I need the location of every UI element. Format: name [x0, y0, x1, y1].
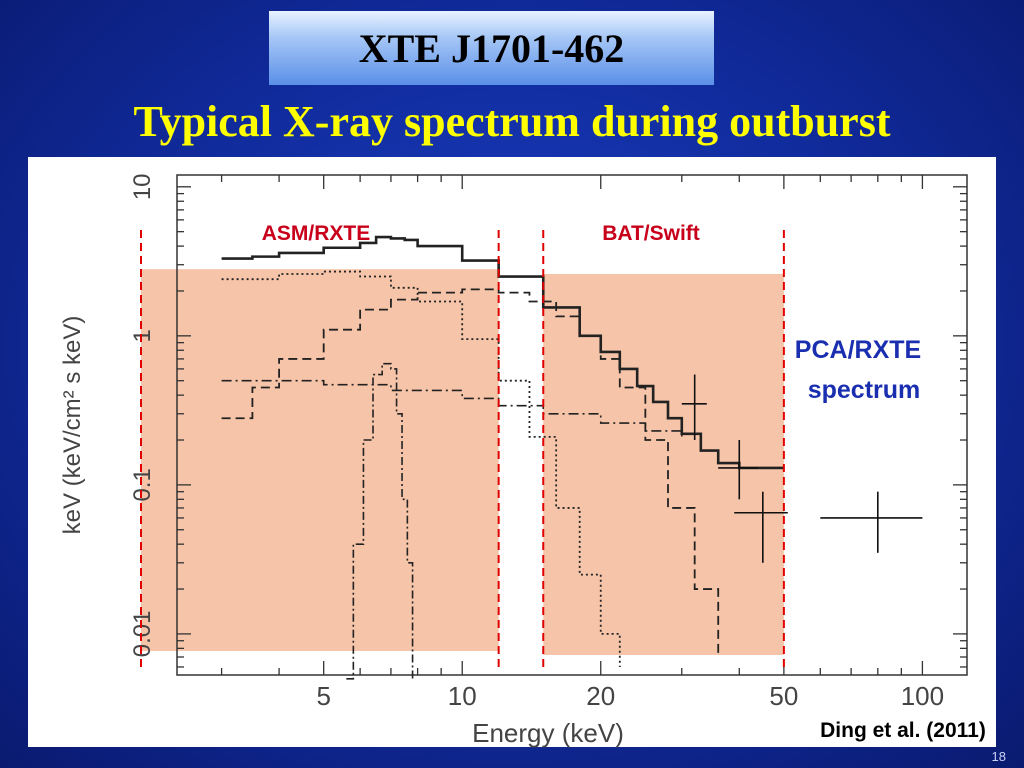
title-box: XTE J1701-462 [269, 11, 714, 85]
x-tick-label: 50 [769, 681, 798, 711]
x-tick-label: 5 [316, 681, 330, 711]
citation-bg [819, 713, 987, 743]
page-number: 18 [991, 749, 1006, 764]
x-tick-label: 100 [901, 681, 944, 711]
y-tick-label: 0.01 [129, 611, 156, 658]
series-line-component [346, 362, 414, 680]
band-shade-2 [543, 273, 784, 655]
citation: Ding et al. (2011) [820, 719, 986, 742]
y-tick-label: 10 [129, 173, 156, 200]
y-axis-label: keV (keV/cm² s keV) [59, 316, 86, 535]
band-label-bat: BAT/Swift [602, 222, 700, 245]
x-axis-label: Energy (keV) [472, 718, 624, 748]
slide-title: XTE J1701-462 [358, 25, 625, 71]
band-shade-1 [141, 269, 499, 651]
band-label-asm: ASM/RXTE [262, 222, 371, 245]
series-dashed [221, 288, 720, 657]
y-tick-label: 0.1 [129, 468, 156, 501]
slide-subtitle: Typical X-ray spectrum during outburst [133, 97, 891, 146]
x-tick-label: 10 [448, 681, 477, 711]
annotation-spectrum: spectrum [808, 376, 921, 404]
x-tick-label: 20 [586, 681, 615, 711]
y-tick-label: 1 [129, 329, 156, 342]
annotation-pca: PCA/RXTE [795, 336, 921, 364]
plot-frame [176, 174, 968, 676]
series-dotted [221, 270, 621, 667]
